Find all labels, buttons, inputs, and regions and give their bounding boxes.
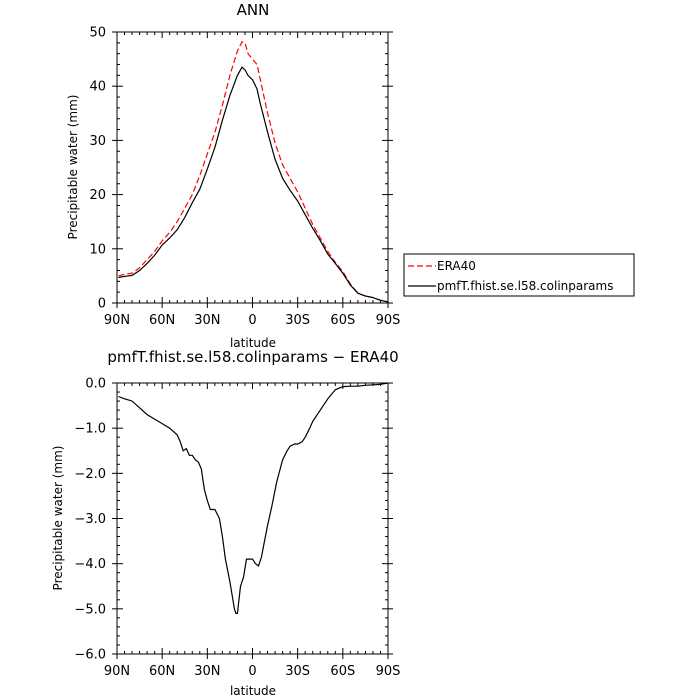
y-tick-label: −4.0 xyxy=(74,557,106,572)
x-tick-label: 90N xyxy=(104,664,130,679)
top-series-era40-line xyxy=(118,41,389,303)
legend-label-era40: ERA40 xyxy=(437,259,476,273)
bottom-plot-frame xyxy=(116,382,389,655)
top-x-axis-label: latitude xyxy=(230,336,276,350)
x-tick-label: 30N xyxy=(194,664,220,679)
y-tick-label: −5.0 xyxy=(74,602,106,617)
y-tick-label: 20 xyxy=(89,188,106,203)
x-tick-label: 90S xyxy=(376,313,401,328)
x-tick-label: 30S xyxy=(285,313,310,328)
x-tick-label: 60N xyxy=(149,664,175,679)
top-chart-title: ANN xyxy=(237,1,270,19)
y-tick-label: −2.0 xyxy=(74,467,106,482)
y-tick-label: −3.0 xyxy=(74,512,106,527)
top-series-model-line xyxy=(118,66,389,303)
x-tick-label: 60N xyxy=(149,313,175,328)
x-tick-label: 60S xyxy=(330,664,355,679)
y-tick-label: 0.0 xyxy=(85,377,106,392)
top-panel: ANN 90N 60N 30N 0 30S 60S 90S 0 10 20 30 40 50 lati… xyxy=(66,1,635,350)
bottom-chart-title: pmfT.fhist.se.l58.colinparams − ERA40 xyxy=(107,348,398,366)
y-tick-label: 0 xyxy=(98,297,106,312)
bottom-x-axis-label: latitude xyxy=(230,684,276,698)
y-tick-label: 10 xyxy=(89,242,106,257)
bottom-panel: pmfT.fhist.se.l58.colinparams − ERA40 90… xyxy=(51,348,400,698)
y-tick-label: 50 xyxy=(89,26,106,41)
x-tick-label: 60S xyxy=(330,313,355,328)
top-y-axis-label: Precipitable water (mm) xyxy=(66,95,80,240)
y-tick-label: −6.0 xyxy=(74,648,106,663)
legend-box xyxy=(403,253,635,297)
x-tick-label: 90S xyxy=(376,664,401,679)
legend: ERA40 pmfT.fhist.se.l58.colinparams xyxy=(403,253,635,297)
y-tick-label: 30 xyxy=(89,134,106,149)
bottom-series-difference-line xyxy=(118,382,389,615)
y-tick-label: 40 xyxy=(89,80,106,95)
top-plot-frame xyxy=(116,31,389,304)
x-tick-label: 30N xyxy=(194,313,220,328)
bottom-y-axis-label: Precipitable water (mm) xyxy=(51,446,65,591)
x-tick-label: 90N xyxy=(104,313,130,328)
x-tick-label: 0 xyxy=(248,664,256,679)
x-tick-label: 30S xyxy=(285,664,310,679)
legend-label-model: pmfT.fhist.se.l58.colinparams xyxy=(437,279,613,293)
y-tick-label: −1.0 xyxy=(74,422,106,437)
x-tick-label: 0 xyxy=(248,313,256,328)
